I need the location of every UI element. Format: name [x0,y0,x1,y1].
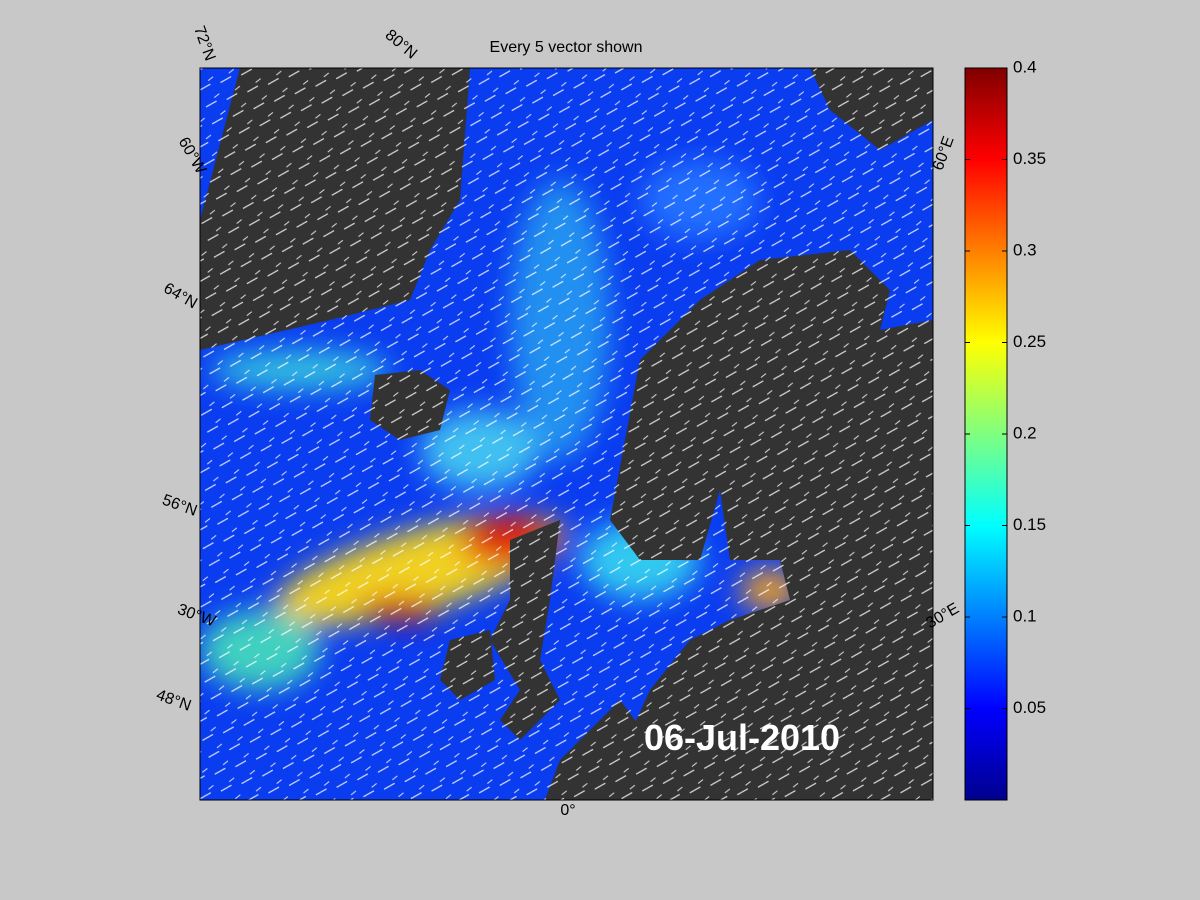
colorbar-tick-label: 0.15 [1013,515,1046,534]
map-frame [199,67,934,801]
colorbar-tick-label: 0.05 [1013,698,1046,717]
colorbar-tick-label: 0.4 [1013,57,1037,76]
graticule-label: 60°E [930,134,958,173]
colorbar-tick-label: 0.1 [1013,606,1037,625]
colorbar-scale [964,67,1008,801]
graticule-label: 56°N [160,492,199,520]
colorbar [964,67,1008,801]
date-label: 06-Jul-2010 [644,717,840,758]
vectors [200,68,933,800]
colorbar-tick-label: 0.25 [1013,332,1046,351]
graticule-label: 48°N [154,687,193,715]
map [200,68,933,800]
graticule-label: 80°N [382,27,420,63]
graticule-label: 0° [560,802,575,819]
colorbar-tick-label: 0.35 [1013,149,1046,168]
graticule-label: 64°N [161,280,200,313]
graticule-label: 72°N [190,24,218,63]
colorbar-tick-label: 0.2 [1013,423,1037,442]
colorbar-tick-label: 0.3 [1013,240,1037,259]
map-title: Every 5 vector shown [490,39,643,56]
